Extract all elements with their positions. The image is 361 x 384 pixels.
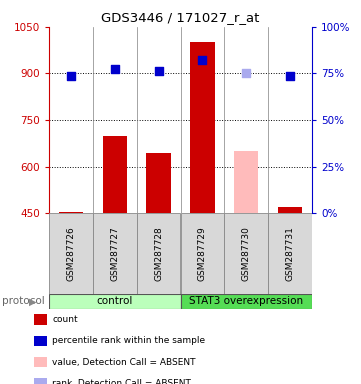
Bar bbox=[49, 213, 93, 294]
Text: GSM287731: GSM287731 bbox=[286, 226, 295, 281]
Title: GDS3446 / 171027_r_at: GDS3446 / 171027_r_at bbox=[101, 11, 260, 24]
Text: GSM287730: GSM287730 bbox=[242, 226, 251, 281]
Bar bbox=[190, 42, 214, 213]
Text: count: count bbox=[52, 315, 78, 324]
Text: control: control bbox=[96, 296, 133, 306]
Text: GSM287729: GSM287729 bbox=[198, 226, 207, 281]
Text: ▶: ▶ bbox=[30, 296, 37, 306]
Point bbox=[112, 66, 117, 72]
Text: GSM287727: GSM287727 bbox=[110, 226, 119, 281]
Text: protocol: protocol bbox=[2, 296, 44, 306]
Bar bbox=[225, 213, 268, 294]
Text: value, Detection Call = ABSENT: value, Detection Call = ABSENT bbox=[52, 358, 196, 367]
Text: rank, Detection Call = ABSENT: rank, Detection Call = ABSENT bbox=[52, 379, 191, 384]
Bar bbox=[234, 151, 258, 213]
Bar bbox=[268, 213, 312, 294]
Point bbox=[156, 68, 161, 74]
Point bbox=[243, 70, 249, 76]
Text: GSM287726: GSM287726 bbox=[66, 226, 75, 281]
Text: STAT3 overexpression: STAT3 overexpression bbox=[189, 296, 304, 306]
Bar bbox=[278, 207, 303, 213]
Bar bbox=[49, 294, 180, 309]
Point bbox=[68, 73, 74, 79]
Text: GSM287728: GSM287728 bbox=[154, 226, 163, 281]
Bar bbox=[93, 213, 136, 294]
Bar bbox=[180, 294, 312, 309]
Bar bbox=[103, 136, 127, 213]
Bar bbox=[58, 212, 83, 213]
Bar bbox=[180, 213, 225, 294]
Bar bbox=[147, 152, 171, 213]
Bar bbox=[136, 213, 180, 294]
Text: percentile rank within the sample: percentile rank within the sample bbox=[52, 336, 205, 346]
Point bbox=[287, 73, 293, 79]
Point bbox=[200, 57, 205, 63]
